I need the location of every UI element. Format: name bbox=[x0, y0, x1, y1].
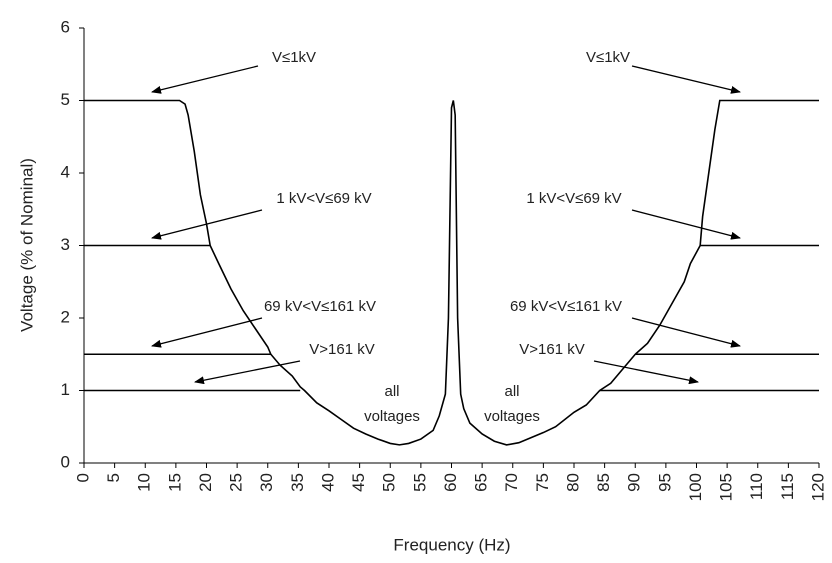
x-tick-label: 20 bbox=[196, 473, 215, 492]
x-tick-label: 100 bbox=[686, 473, 705, 501]
y-tick-label: 0 bbox=[61, 452, 70, 471]
x-tick-label: 90 bbox=[625, 473, 644, 492]
x-tick-label: 30 bbox=[257, 473, 276, 492]
x-tick-label: 0 bbox=[73, 473, 92, 482]
y-axis-title: Voltage (% of Nominal) bbox=[17, 158, 36, 332]
arrow bbox=[631, 209, 741, 240]
arrow bbox=[593, 360, 699, 385]
x-tick-label: 70 bbox=[502, 473, 521, 492]
x-tick-label: 95 bbox=[655, 473, 674, 492]
annotation: 1 kV<V≤69 kV bbox=[276, 190, 371, 207]
x-tick-label: 120 bbox=[808, 473, 827, 501]
annotation: V≤1kV bbox=[272, 49, 316, 66]
annotation: V>161 kV bbox=[519, 341, 584, 358]
annotation: 1 kV<V≤69 kV bbox=[526, 190, 621, 207]
annotation: voltages bbox=[484, 408, 540, 425]
x-tick-label: 110 bbox=[747, 473, 766, 500]
x-tick-label: 40 bbox=[318, 473, 337, 492]
line-series bbox=[84, 99, 819, 446]
annotation: voltages bbox=[364, 408, 420, 425]
x-tick-label: 105 bbox=[717, 473, 736, 501]
arrow bbox=[631, 317, 741, 348]
x-tick-label: 75 bbox=[533, 473, 552, 492]
x-tick-label: 45 bbox=[349, 473, 368, 492]
annotation: all bbox=[384, 383, 399, 400]
x-tick-label: 15 bbox=[165, 473, 184, 492]
x-tick-label: 5 bbox=[104, 473, 123, 482]
y-tick-label: 4 bbox=[61, 162, 70, 181]
arrow bbox=[631, 65, 741, 94]
y-tick-label: 3 bbox=[61, 235, 70, 254]
annotation: V>161 kV bbox=[309, 341, 374, 358]
arrow bbox=[151, 317, 263, 348]
arrow bbox=[151, 65, 259, 94]
arrow bbox=[194, 360, 301, 385]
x-tick-label: 10 bbox=[135, 473, 154, 492]
annotation: 69 kV<V≤161 kV bbox=[264, 298, 376, 315]
x-tick-label: 115 bbox=[778, 473, 797, 500]
x-axis-title: Frequency (Hz) bbox=[393, 535, 510, 554]
y-tick-label: 1 bbox=[61, 380, 70, 399]
x-tick-label: 85 bbox=[594, 473, 613, 492]
arrow bbox=[151, 209, 263, 240]
annotation: V≤1kV bbox=[586, 49, 630, 66]
x-tick-label: 65 bbox=[472, 473, 491, 492]
y-tick-label: 6 bbox=[61, 17, 70, 36]
x-tick-label: 80 bbox=[563, 473, 582, 492]
annotation: 69 kV<V≤161 kV bbox=[510, 298, 622, 315]
x-tick-label: 35 bbox=[288, 473, 307, 492]
x-tick-label: 50 bbox=[380, 473, 399, 492]
annotation: all bbox=[504, 383, 519, 400]
x-tick-label: 55 bbox=[410, 473, 429, 492]
x-tick-label: 25 bbox=[227, 473, 246, 492]
y-tick-label: 2 bbox=[61, 307, 70, 326]
y-tick-label: 5 bbox=[61, 90, 70, 109]
x-tick-label: 60 bbox=[441, 473, 460, 492]
